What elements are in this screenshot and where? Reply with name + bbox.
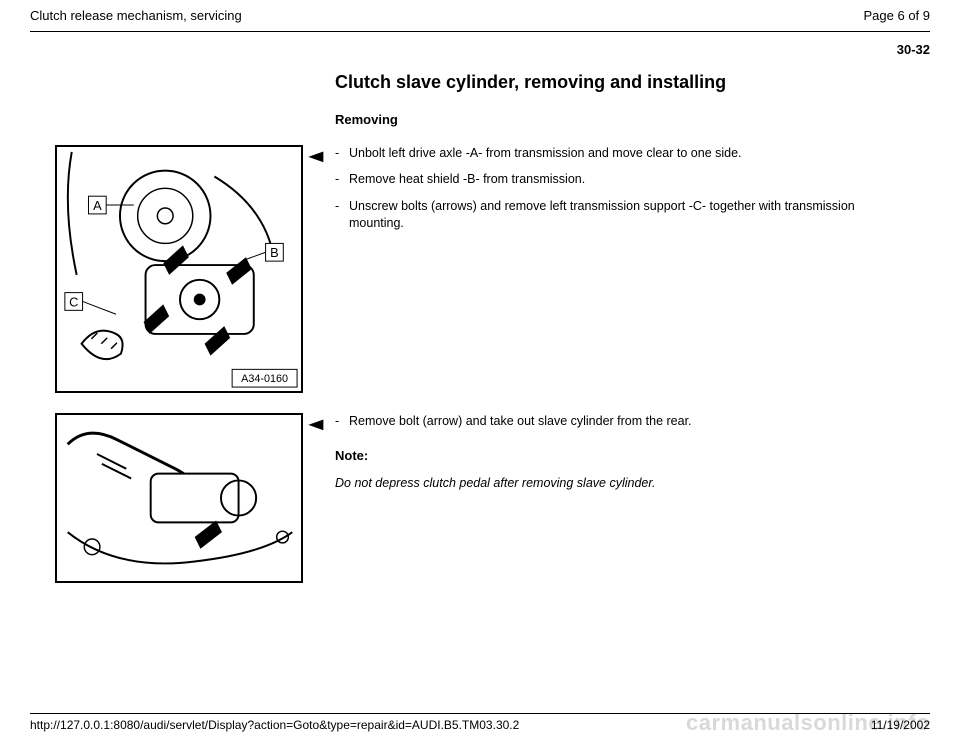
pointer-icon: ◄ — [303, 415, 328, 433]
footer-rule — [30, 713, 930, 714]
header-rule — [30, 31, 930, 32]
dash-icon: - — [335, 145, 349, 162]
header-page-info: Page 6 of 9 — [864, 8, 931, 23]
dash-icon: - — [335, 413, 349, 430]
pointer-icon: ◄ — [303, 147, 328, 165]
fig1-label-c: C — [69, 294, 78, 309]
instruction-block-2: ◄ -Remove bolt (arrow) and take out slav… — [335, 413, 930, 563]
note-label: Note: — [335, 447, 930, 465]
step-text: Remove heat shield -B- from transmission… — [349, 171, 585, 188]
fig1-ref: A34-0160 — [241, 373, 288, 385]
step-item: -Remove heat shield -B- from transmissio… — [335, 171, 895, 188]
header-title: Clutch release mechanism, servicing — [30, 8, 242, 23]
fig1-label-b: B — [270, 245, 279, 260]
figure-1: A B C A34-0160 — [55, 145, 303, 393]
dash-icon: - — [335, 171, 349, 188]
section-title: Clutch slave cylinder, removing and inst… — [335, 71, 835, 94]
step-item: -Unbolt left drive axle -A- from transmi… — [335, 145, 895, 162]
note-text: Do not depress clutch pedal after removi… — [335, 475, 895, 492]
page-footer: http://127.0.0.1:8080/audi/servlet/Displ… — [30, 713, 930, 732]
page-code: 30-32 — [30, 42, 930, 57]
footer-date: 11/19/2002 — [871, 718, 930, 732]
step-text: Unscrew bolts (arrows) and remove left t… — [349, 198, 895, 232]
section-subtitle: Removing — [335, 112, 930, 127]
step-item: -Unscrew bolts (arrows) and remove left … — [335, 198, 895, 232]
page-container: Clutch release mechanism, servicing Page… — [0, 0, 960, 742]
fig1-label-a: A — [93, 197, 102, 212]
steps-list-1: -Unbolt left drive axle -A- from transmi… — [335, 145, 930, 233]
footer-row: http://127.0.0.1:8080/audi/servlet/Displ… — [30, 718, 930, 732]
step-text: Unbolt left drive axle -A- from transmis… — [349, 145, 742, 162]
figure-2 — [55, 413, 303, 583]
step-text: Remove bolt (arrow) and take out slave c… — [349, 413, 692, 430]
instruction-block-1: A B C A34-0160 ◄ -Unbolt left drive axle… — [335, 145, 930, 403]
footer-url: http://127.0.0.1:8080/audi/servlet/Displ… — [30, 718, 519, 732]
steps-list-2: -Remove bolt (arrow) and take out slave … — [335, 413, 930, 492]
content-column: Clutch slave cylinder, removing and inst… — [30, 71, 930, 563]
dash-icon: - — [335, 198, 349, 232]
page-header: Clutch release mechanism, servicing Page… — [30, 0, 930, 27]
step-item: -Remove bolt (arrow) and take out slave … — [335, 413, 895, 430]
